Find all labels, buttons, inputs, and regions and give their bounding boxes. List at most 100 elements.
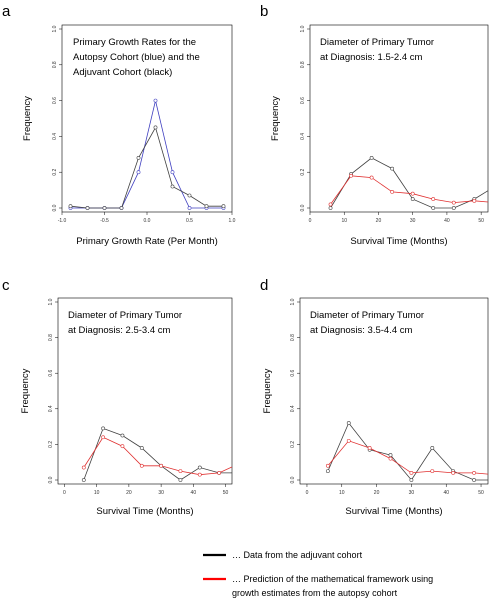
- data-point: [349, 173, 353, 178]
- data-point: [153, 125, 158, 130]
- series-line-1: [83, 436, 232, 476]
- x-tick-label: 1.0: [229, 218, 236, 224]
- data-point: [346, 438, 351, 443]
- legend-entry-prediction-line2: growth estimates from the autopsy cohort: [232, 588, 398, 598]
- data-point: [139, 446, 144, 450]
- data-point: [197, 472, 202, 477]
- data-point: [153, 98, 158, 103]
- x-tick-label: 50: [223, 490, 229, 496]
- y-tick-label: 0.2: [290, 441, 296, 448]
- data-point: [325, 463, 330, 468]
- data-point: [102, 206, 107, 210]
- panel-c: c Diameter of Primary Tumor at Diagnosis: …: [2, 277, 240, 517]
- data-point: [325, 469, 330, 474]
- data-point: [187, 206, 192, 210]
- data-layer: [328, 155, 496, 210]
- y-tick-label: 0.4: [52, 133, 58, 140]
- x-tick-label: 20: [376, 218, 382, 224]
- data-layer: [325, 421, 496, 482]
- data-point: [101, 435, 106, 440]
- legend-entry-prediction-line1: … Prediction of the mathematical framewo…: [232, 574, 433, 584]
- data-point: [451, 470, 456, 475]
- x-tick-label: -1.0: [58, 218, 67, 224]
- data-point: [493, 201, 496, 204]
- plot-frame: [309, 24, 489, 213]
- data-point: [431, 197, 436, 201]
- x-tick-label: 50: [478, 218, 484, 224]
- data-point: [346, 421, 351, 425]
- y-tick-label: 0.8: [48, 334, 54, 341]
- annotation-line: Diameter of Primary Tumor: [320, 37, 434, 48]
- y-tick-label: 0.0: [290, 476, 296, 483]
- data-point: [170, 170, 175, 175]
- x-tick-label: 40: [444, 218, 450, 224]
- data-point: [472, 198, 477, 203]
- data-point: [178, 469, 183, 474]
- data-point: [81, 478, 86, 482]
- x-axis-label: Survival Time (Months): [350, 236, 447, 247]
- series-line-0: [83, 427, 232, 481]
- x-tick-label: 30: [410, 218, 416, 224]
- x-tick-label: 0: [309, 218, 312, 224]
- y-tick-label: 0.0: [300, 204, 306, 211]
- data-point: [472, 478, 476, 482]
- y-tick-label: 1.0: [48, 298, 54, 305]
- y-tick-label: 0.4: [300, 133, 306, 140]
- x-tick-label: 0: [63, 490, 66, 496]
- y-tick-label: 0.6: [290, 370, 296, 377]
- panel-d: d Diameter of Primary Tumor at Diagnosis: …: [260, 277, 496, 517]
- data-point: [493, 185, 496, 188]
- data-point: [170, 184, 175, 189]
- y-tick-label: 0.4: [290, 405, 296, 412]
- y-tick-label: 0.2: [300, 169, 306, 176]
- data-point: [197, 465, 202, 470]
- y-tick-label: 0.4: [48, 405, 54, 412]
- data-layer: [81, 426, 240, 482]
- data-point: [178, 478, 183, 482]
- data-point: [493, 478, 496, 481]
- data-point: [369, 175, 374, 180]
- panel-b: b Diameter of Primary Tumor at Diagnosis: …: [260, 3, 496, 247]
- panel-letter: b: [260, 3, 268, 20]
- x-tick-label: 20: [374, 490, 380, 496]
- panel-a: a Primary Growth Rates for the Autopsy Coh…: [2, 3, 236, 247]
- x-tick-label: 0.5: [186, 218, 193, 224]
- y-tick-label: 1.0: [52, 25, 58, 32]
- data-point: [410, 191, 415, 196]
- annotation-line: Diameter of Primary Tumor: [68, 310, 182, 321]
- series-line-0: [70, 100, 224, 209]
- y-tick-label: 0.8: [290, 334, 296, 341]
- series-line-1: [70, 126, 224, 209]
- y-axis-label: Frequency: [270, 96, 281, 141]
- data-point: [472, 470, 476, 475]
- data-point: [217, 470, 222, 475]
- x-axis-label: Survival Time (Months): [345, 506, 442, 517]
- data-point: [101, 426, 106, 431]
- x-tick-label: 40: [443, 490, 449, 496]
- series-line-1: [327, 440, 488, 475]
- data-point: [237, 471, 240, 474]
- data-point: [367, 446, 372, 450]
- data-point: [237, 462, 240, 465]
- data-point: [136, 170, 141, 175]
- data-point: [430, 469, 435, 474]
- panel-letter: d: [260, 277, 268, 294]
- x-tick-label: 20: [126, 490, 132, 496]
- data-point: [204, 204, 209, 209]
- annotation-line: Diameter of Primary Tumor: [310, 310, 424, 321]
- data-point: [369, 155, 374, 160]
- data-point: [410, 197, 415, 201]
- y-tick-label: 0.6: [48, 370, 54, 377]
- y-tick-label: 0.0: [48, 476, 54, 483]
- x-tick-label: 40: [191, 490, 197, 496]
- legend-entry-adjuvant: … Data from the adjuvant cohort: [232, 550, 363, 560]
- panel-letter: a: [2, 3, 11, 20]
- annotation-line: at Diagnosis: 3.5-4.4 cm: [310, 325, 413, 336]
- x-tick-label: -0.5: [100, 218, 109, 224]
- x-tick-label: 0.0: [144, 218, 151, 224]
- data-point: [120, 444, 125, 449]
- x-tick-label: 10: [94, 490, 100, 496]
- data-point: [390, 189, 395, 194]
- y-tick-label: 0.2: [48, 441, 54, 448]
- y-tick-label: 0.8: [52, 61, 58, 68]
